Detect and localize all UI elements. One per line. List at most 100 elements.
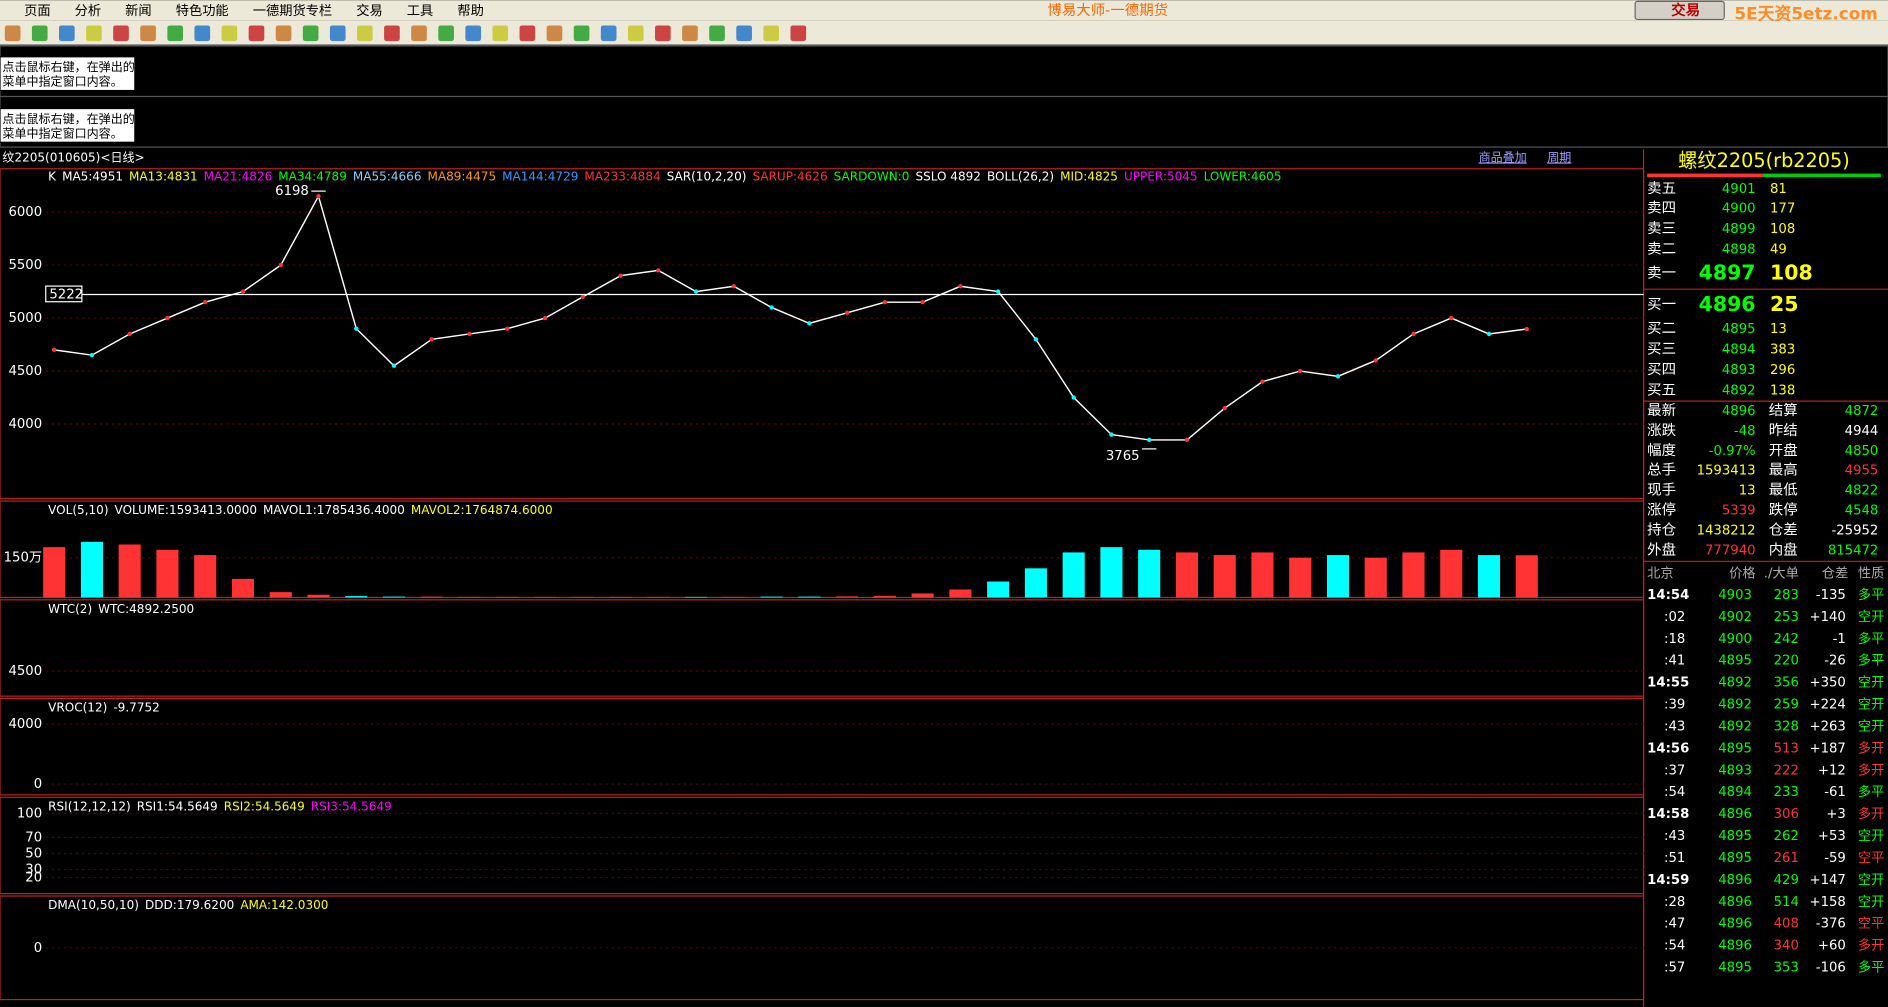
trade-volume: 233 (1774, 785, 1799, 800)
volume-bar (1477, 555, 1501, 598)
trade-oi-change: -26 (1824, 654, 1846, 669)
trade-time: 14:58 (1647, 807, 1689, 822)
y-tick-label: 4000 (8, 717, 42, 732)
menu-item[interactable]: 帮助 (457, 3, 483, 19)
low-label: 3765 (1106, 449, 1140, 464)
trade-header: 北京 (1647, 565, 1673, 581)
trade-volume: 262 (1774, 829, 1799, 844)
volume-bar (1326, 555, 1350, 598)
legend-item: MAVOL2:1764874.6000 (411, 503, 553, 517)
stat-label: 结算 (1769, 402, 1798, 419)
legend-item: MA233:4884 (584, 170, 660, 184)
tool-icon[interactable] (573, 25, 590, 42)
tool-icon[interactable] (329, 25, 346, 42)
book-label: 买二 (1647, 320, 1676, 337)
trade-volume: 253 (1774, 610, 1799, 625)
period-link[interactable]: 周期 (1547, 150, 1571, 164)
overlay-link[interactable]: 商品叠加 (1479, 149, 1527, 164)
tool-icon[interactable] (59, 25, 75, 42)
tool-icon[interactable] (357, 25, 373, 42)
tool-icon[interactable] (492, 25, 509, 42)
trade-volume: 306 (1774, 807, 1799, 822)
tool-icon[interactable] (519, 25, 536, 42)
book-volume: 108 (1770, 261, 1813, 285)
trade-button-label[interactable]: 交易 (1671, 1, 1700, 19)
tool-icon[interactable] (763, 25, 780, 42)
info-panel (0, 45, 1888, 98)
legend-item: MA34:4789 (278, 170, 347, 184)
tool-icon[interactable] (140, 25, 156, 42)
tool-icon[interactable] (682, 25, 698, 42)
watermark: 5E天资5etz.com (1734, 4, 1877, 24)
trade-nature: 多开 (1858, 805, 1884, 822)
app-title: 博易大师-一德期货 (1047, 2, 1168, 19)
tool-icon[interactable] (546, 25, 563, 42)
trade-oi-change: -106 (1816, 961, 1846, 976)
trade-oi-change: +187 (1809, 741, 1845, 756)
info-panel (0, 95, 1888, 148)
y-tick-label: 150万 (4, 551, 43, 566)
tool-icon[interactable] (86, 25, 102, 42)
menu-item[interactable]: 交易 (356, 2, 382, 19)
trade-time: :47 (1664, 917, 1685, 932)
panel-frame (0, 500, 1645, 599)
tool-icon[interactable] (790, 25, 807, 42)
trade-button[interactable] (1634, 0, 1725, 21)
tool-icon[interactable] (655, 25, 671, 42)
stat-label: 现手 (1647, 482, 1676, 499)
trade-time: :02 (1664, 610, 1685, 625)
y-tick-label: 4500 (8, 664, 42, 679)
close-point (580, 294, 585, 300)
trade-oi-change: -61 (1824, 785, 1846, 800)
trade-price: 4895 (1718, 829, 1752, 844)
tool-icon[interactable] (248, 25, 265, 42)
close-point (89, 352, 95, 358)
menu-item[interactable]: 分析 (75, 3, 101, 19)
tool-icon[interactable] (221, 25, 238, 42)
tool-icon[interactable] (167, 25, 184, 42)
tool-icon[interactable] (600, 25, 617, 42)
menu-item[interactable]: 页面 (24, 4, 50, 19)
stat-label: 最新 (1647, 402, 1676, 419)
trade-price: 4895 (1718, 654, 1752, 669)
panel-frame (0, 796, 1645, 895)
trade-nature: 多平 (1858, 959, 1884, 976)
tool-icon[interactable] (194, 25, 211, 42)
book-label: 卖四 (1647, 200, 1676, 217)
menu-item[interactable]: 一德期货专栏 (253, 2, 332, 19)
tool-icon[interactable] (4, 25, 21, 42)
tool-icon[interactable] (275, 25, 292, 42)
menu-item[interactable]: 特色功能 (176, 2, 229, 19)
tool-icon[interactable] (736, 25, 752, 42)
trade-volume: 283 (1774, 588, 1799, 603)
trade-oi-change: +12 (1818, 763, 1846, 778)
volume-bar (760, 596, 783, 598)
menu-item[interactable]: 新闻 (125, 3, 151, 19)
book-label: 卖一 (1647, 265, 1676, 282)
tool-icon[interactable] (113, 25, 129, 42)
tool-icon[interactable] (438, 25, 454, 42)
trade-time: :43 (1664, 719, 1685, 734)
tool-icon[interactable] (31, 25, 48, 42)
book-volume: 108 (1770, 222, 1795, 237)
volume-bar (1289, 557, 1312, 598)
volume-bar (194, 555, 217, 598)
tool-icon[interactable] (709, 25, 725, 42)
trade-price: 4894 (1718, 785, 1752, 800)
volume-bar (231, 578, 255, 598)
legend-item: -9.7752 (113, 701, 159, 715)
tool-icon[interactable] (411, 25, 427, 42)
menu-item[interactable]: 工具 (407, 4, 433, 19)
trade-volume: 242 (1774, 632, 1799, 647)
tool-icon[interactable] (384, 25, 400, 42)
panel-frame (0, 697, 1645, 796)
trade-nature: 空开 (1858, 828, 1884, 844)
tool-icon[interactable] (627, 25, 644, 42)
legend-item: SAR(10,2,20) (667, 170, 747, 184)
tip-box (0, 107, 136, 143)
tool-icon[interactable] (465, 25, 482, 42)
trade-volume: 222 (1774, 763, 1799, 778)
tool-icon[interactable] (302, 25, 319, 42)
stat-label: 外盘 (1647, 541, 1676, 559)
